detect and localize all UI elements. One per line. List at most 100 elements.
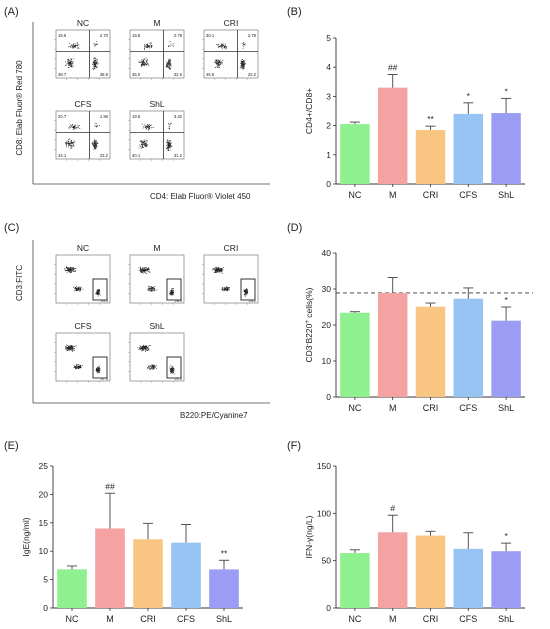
event-dot [99,368,101,369]
event-dot [140,140,142,142]
event-dot [65,144,67,146]
event-dot [146,64,148,66]
event-dot [141,141,143,143]
event-dot [147,346,148,348]
event-dot [219,61,221,63]
bar-m [377,292,408,397]
x-tick-label: M [106,614,114,624]
bar-shl [209,569,239,608]
event-dot [79,288,81,290]
y-axis-label: IFN-γ(ng/L) [304,515,314,558]
event-dot [147,288,149,290]
event-dot [145,45,147,47]
event-dot [170,372,172,374]
event-dot [223,290,225,292]
event-dot [227,288,229,290]
event-dot [223,46,225,48]
event-dot [70,147,72,149]
quadrant-value: 23.2 [100,153,109,158]
event-dot [145,47,147,49]
event-dot [141,146,143,148]
event-dot [143,268,145,270]
event-dot [168,140,170,142]
quadrant-value: 2.79 [174,33,183,38]
event-dot [221,272,223,274]
event-dot [216,64,218,66]
event-dot [72,125,74,127]
event-dot [215,66,216,68]
event-dot [97,143,99,145]
event-dot [220,269,222,271]
event-dot [67,346,69,348]
event-dot [240,64,242,66]
bar-cri [415,306,446,397]
event-dot [146,43,148,45]
event-dot [167,149,169,150]
event-dot [79,286,81,288]
y-tick-label: 10 [322,356,332,366]
event-dot [94,45,96,47]
event-dot [146,61,148,63]
event-dot [142,63,144,65]
event-dot [152,368,154,370]
event-dot [92,67,94,69]
event-dot [71,267,73,269]
event-dot [241,62,243,64]
event-dot [213,269,215,271]
event-dot [171,45,173,47]
event-dot [244,293,246,295]
event-dot [243,289,245,291]
event-dot [97,44,98,45]
event-dot [169,146,171,148]
event-dot [147,59,148,61]
event-dot [67,61,69,63]
event-dot [95,146,97,148]
significance-mark: ** [221,548,228,558]
b220-gate [240,278,256,301]
flow-plot-nc: NC 19.6 2.70 38.7 38.9 [54,18,111,80]
event-dot [72,348,74,350]
event-dot [144,268,146,270]
event-dot [93,67,95,69]
event-dot [172,371,174,373]
event-dot [150,286,152,288]
bar-chart-d: 0 10 20 30 40 CD3-B220+ cells(%) NC M CRI CFS * ShL [304,248,533,413]
event-dot [142,349,144,351]
event-dot [68,127,70,129]
y-tick-label: 40 [322,248,332,258]
event-dot [68,61,70,63]
event-dot [143,58,145,60]
bar-cri [415,535,446,608]
quadrant-value: 22.2 [248,72,257,77]
event-dot [242,63,244,65]
event-dot [217,60,219,62]
event-dot [92,62,94,64]
event-dot [168,143,170,144]
event-dot [66,140,68,142]
event-dot [97,292,99,294]
event-dot [216,59,217,61]
event-dot [65,349,67,351]
event-dot [241,59,243,61]
event-dot [172,289,174,291]
event-dot [96,145,98,147]
event-dot [173,373,175,375]
event-dot [245,291,246,293]
event-dot [242,65,244,67]
event-dot [138,346,140,348]
event-dot [73,140,75,142]
event-dot [166,66,168,68]
event-dot [147,126,149,128]
event-dot [222,289,224,290]
event-dot [148,270,150,272]
event-dot [70,62,72,64]
event-dot [67,146,69,148]
event-dot [154,366,156,368]
event-dot [72,351,74,352]
event-dot [166,148,168,149]
event-dot [168,146,170,148]
event-dot [144,63,146,65]
event-dot [167,145,169,147]
event-dot [139,268,141,270]
event-dot [141,268,143,270]
